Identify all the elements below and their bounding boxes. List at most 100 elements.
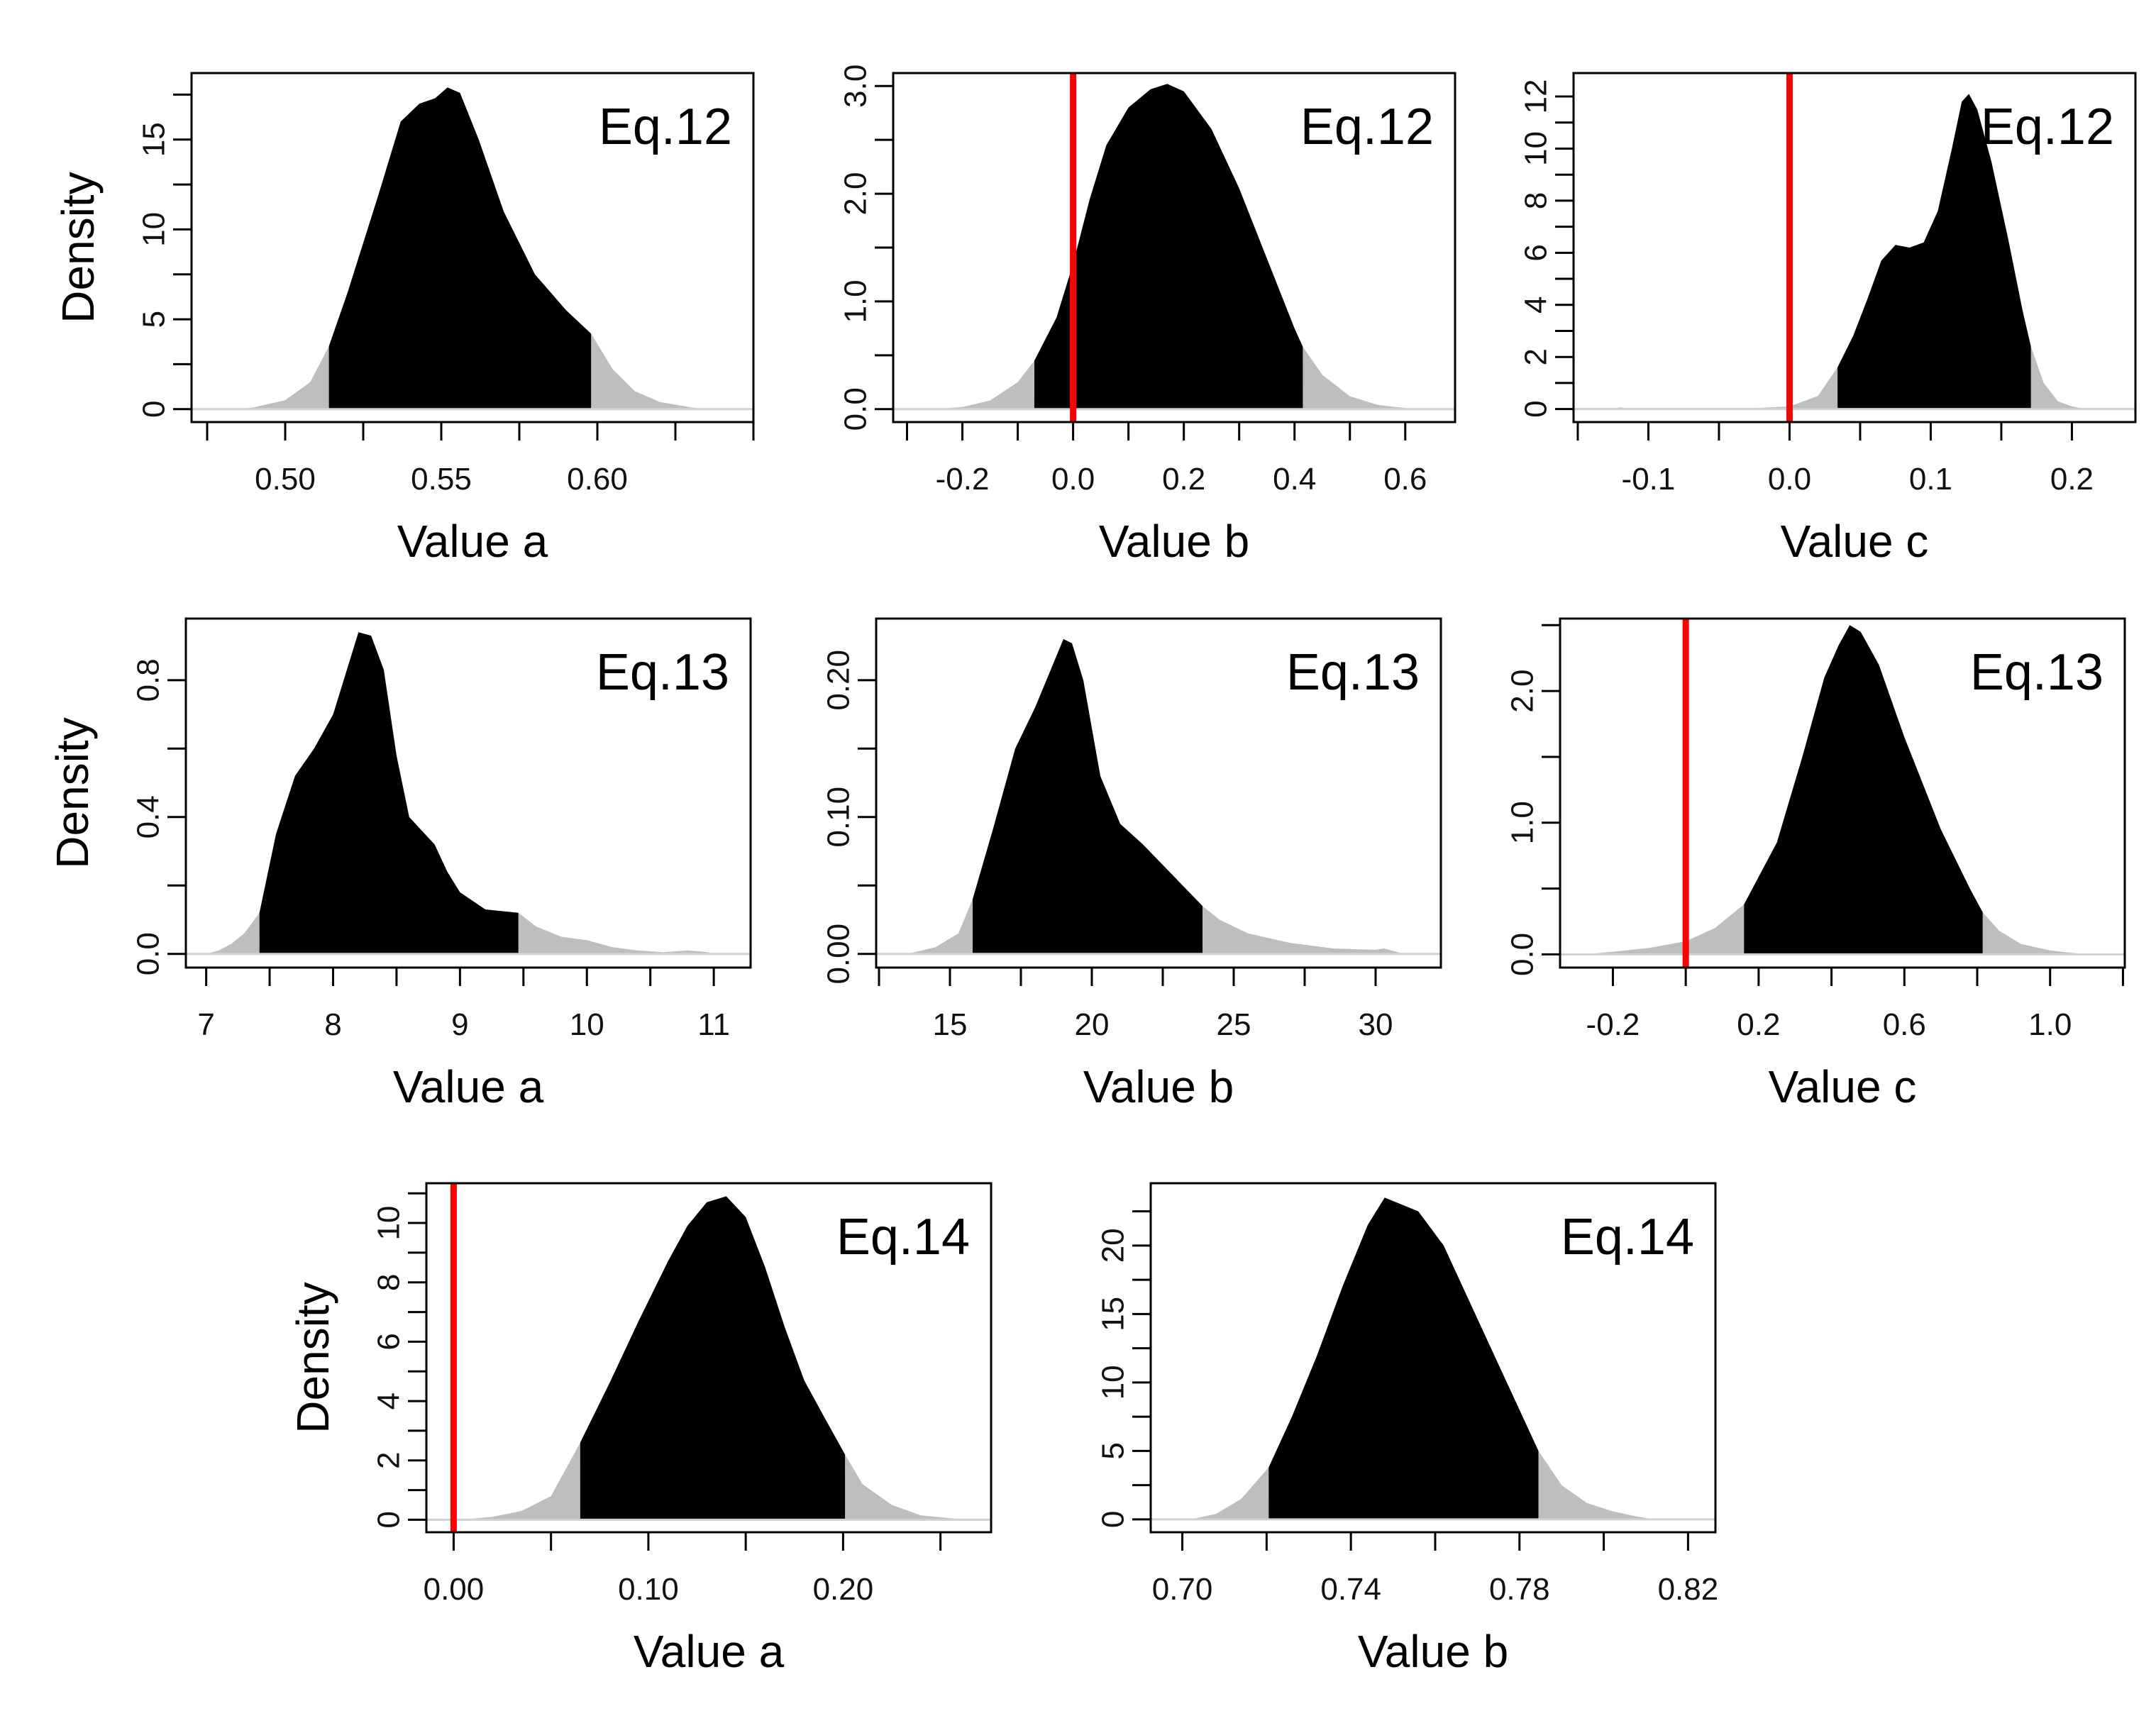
panel-7: 0.00 0.10 0.20 0 2 4 6 8 10 Eq.14 Value a Density	[287, 1182, 993, 1677]
x-tick-label: 30	[1359, 1007, 1393, 1042]
x-tick-label: 0.10	[618, 1572, 679, 1607]
tail-right-area	[1203, 906, 1404, 954]
x-tick-label: 0.60	[567, 462, 628, 497]
x-tick-label: 0.0	[1768, 462, 1811, 497]
y-tick-label: 0	[137, 401, 172, 418]
y-tick-label: 8	[1519, 192, 1554, 209]
equation-label: Eq.14	[1561, 1209, 1694, 1266]
y-tick-label: 6	[372, 1333, 407, 1350]
x-axis-title: Value a	[634, 1626, 785, 1677]
x-tick-label: 0.20	[813, 1572, 874, 1607]
equation-label: Eq.13	[1970, 644, 2104, 701]
x-axis-title: Value c	[1781, 516, 1929, 567]
x-axis-title: Value b	[1099, 516, 1249, 567]
equation-label: Eq.12	[1300, 99, 1434, 155]
y-axis-title: Density	[287, 1282, 338, 1433]
y-tick-label: 0.10	[822, 787, 856, 848]
y-tick-label: 2.0	[1505, 670, 1540, 713]
plot-frame	[425, 1182, 993, 1534]
hdi-area	[1268, 1197, 1539, 1519]
x-tick-label: 1.0	[2028, 1007, 2072, 1042]
hdi-area	[1744, 625, 1983, 955]
y-tick-label: 2	[372, 1452, 407, 1469]
hdi-area	[580, 1196, 846, 1520]
y-tick-label: 0	[1096, 1511, 1131, 1528]
tail-right-area	[845, 1454, 970, 1520]
x-tick-label: 0.4	[1273, 462, 1316, 497]
x-tick-label: 0.55	[411, 462, 472, 497]
y-tick-label: 4	[372, 1392, 407, 1410]
hdi-area	[1837, 94, 2031, 409]
plot-frame	[875, 617, 1442, 969]
y-tick-label: 6	[1519, 244, 1554, 261]
y-tick-label: 0.8	[131, 658, 166, 702]
x-tick-label: 0.1	[1909, 462, 1952, 497]
x-tick-label: 0.2	[1162, 462, 1205, 497]
y-tick-label: 8	[372, 1273, 407, 1290]
tail-right-area	[591, 333, 707, 409]
y-tick-label: 2	[1519, 348, 1554, 365]
y-tick-label: 3.0	[839, 65, 873, 108]
panel-6: -0.2 0.2 0.6 1.0 0.0 1.0 2.0 Eq.13 Value c	[1505, 617, 2126, 1112]
tail-left-area	[453, 1442, 580, 1520]
y-tick-label: 0.4	[131, 795, 166, 838]
hdi-area	[328, 87, 592, 409]
y-tick-label: 10	[137, 212, 172, 247]
equation-label: Eq.13	[596, 644, 729, 701]
y-tick-label: 1.0	[839, 279, 873, 323]
x-tick-label: 0.82	[1658, 1572, 1719, 1607]
tail-left-area	[1605, 367, 1838, 409]
x-tick-label: -0.2	[936, 462, 990, 497]
y-tick-label: 10	[1096, 1365, 1131, 1400]
y-tick-label: 0.20	[822, 650, 856, 711]
plot-frame	[184, 617, 752, 969]
x-axis-title: Value b	[1083, 1061, 1234, 1112]
x-tick-label: 0.00	[424, 1572, 485, 1607]
equation-label: Eq.14	[836, 1209, 970, 1266]
y-tick-label: 12	[1519, 79, 1554, 114]
x-tick-label: 11	[697, 1007, 730, 1042]
y-tick-label: 2.0	[839, 172, 873, 215]
y-tick-label: 1.0	[1505, 801, 1540, 844]
y-tick-label: 10	[372, 1206, 407, 1241]
tail-left-area	[238, 346, 329, 409]
x-axis-title: Value c	[1769, 1061, 1917, 1112]
panel-8: 0.70 0.74 0.78 0.82 0 5 10 15 20 Eq.14 Value b	[1096, 1182, 1719, 1677]
y-tick-label: 5	[137, 311, 172, 328]
y-tick-label: 0	[1519, 400, 1554, 417]
tail-left-area	[1583, 904, 1745, 955]
tail-right-area	[1538, 1451, 1654, 1519]
plot-frame	[1572, 72, 2137, 423]
x-tick-label: 0.6	[1383, 462, 1427, 497]
y-tick-label: 0.0	[1505, 933, 1540, 976]
tail-left-area	[907, 899, 973, 954]
y-tick-label: 15	[1096, 1297, 1131, 1331]
y-tick-label: 20	[1096, 1228, 1131, 1263]
panel-2: -0.2 0.0 0.2 0.4 0.6 0.0 1.0 2.0 3.0 Eq.12 Value b	[839, 65, 1456, 567]
panel-4: 7 8 9 10 11 0.0 0.4 0.8 Eq.13 Value a Density	[47, 617, 752, 1112]
y-tick-label: 4	[1519, 297, 1554, 314]
panel-5: 15 20 25 30 0.00 0.10 0.20 Eq.13 Value b	[822, 617, 1442, 1112]
x-tick-label: -0.1	[1622, 462, 1676, 497]
x-tick-label: 20	[1075, 1007, 1110, 1042]
y-tick-label: 0.0	[131, 932, 166, 975]
x-axis-title: Value b	[1358, 1626, 1508, 1677]
hdi-area	[1034, 84, 1303, 409]
plot-frame	[190, 72, 755, 423]
x-tick-label: 0.74	[1320, 1572, 1381, 1607]
y-tick-label: 0.00	[822, 924, 856, 985]
x-tick-label: 0.78	[1489, 1572, 1550, 1607]
tail-right-area	[518, 912, 714, 954]
x-tick-label: 0.6	[1883, 1007, 1926, 1042]
x-tick-label: 0.70	[1152, 1572, 1213, 1607]
x-tick-label: 0.50	[255, 462, 316, 497]
panel-3: -0.1 0.0 0.1 0.2 0 2 4 6 8 10 12 Eq.12 Value c	[1519, 72, 2137, 567]
equation-label: Eq.13	[1286, 644, 1420, 701]
x-tick-label: 8	[324, 1007, 341, 1042]
panel-1: 0.50 0.55 0.60 0 5 10 15 Eq.12 Value a Density	[52, 72, 755, 567]
tail-left-area	[206, 912, 260, 954]
tail-right-area	[1303, 346, 1422, 409]
hdi-area	[973, 638, 1203, 954]
equation-label: Eq.12	[599, 99, 732, 155]
